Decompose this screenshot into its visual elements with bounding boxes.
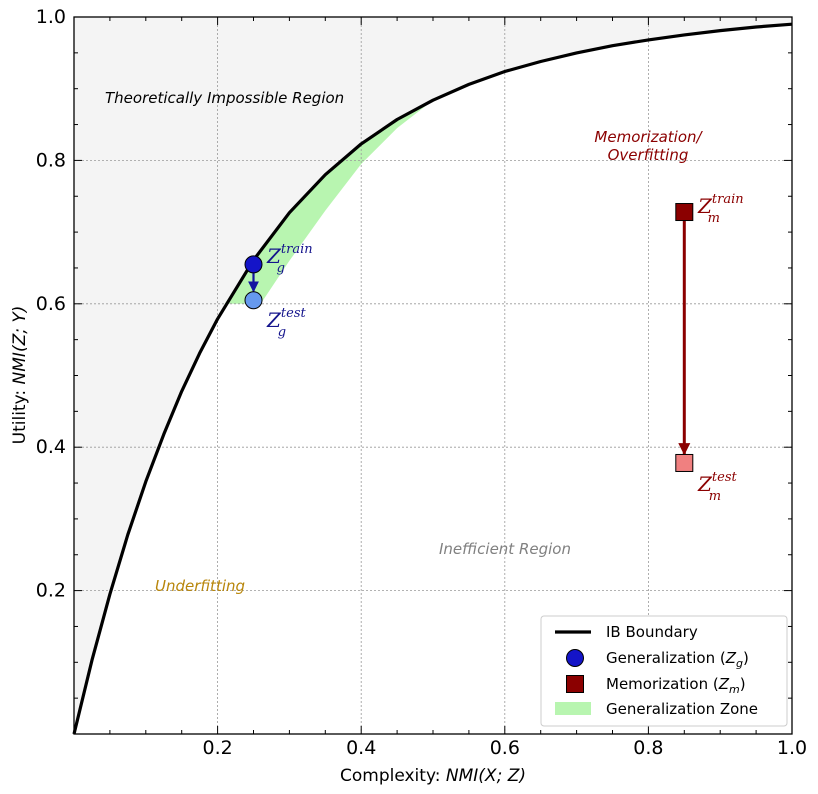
x-tick-label: 0.2 [202,737,232,759]
y-tick-label: 1.0 [36,6,66,28]
ib-boundary-line [72,22,793,735]
legend-gen-text: Generalization (Zg) [606,649,749,670]
legend-boundary-text: IB Boundary [606,623,698,641]
mem-train-point [675,203,694,222]
grid [74,17,792,734]
legend-mem-text: Memorization (Zm) [606,675,746,696]
y-tick-label: 0.6 [36,293,66,315]
mem-test-point [675,453,694,472]
x-tick-label: 1.0 [777,737,807,759]
y-tick-label: 0.2 [36,580,66,602]
inefficient-region-label: Inefficient Region [439,540,571,558]
impossible-region-label: Theoretically Impossible Region [105,89,344,107]
gen-test-point [244,291,263,310]
mem-train-label: Ztrain m [697,192,744,226]
axis-ticks [74,17,792,734]
memorization-label-line2: Overfitting [608,146,689,164]
y-tick-label: 0.4 [36,436,66,458]
gen-train-label: Ztrain g [266,242,313,276]
x-tick-label: 0.6 [490,737,520,759]
y-axis-label: Utility: NMI(Z; Y) [10,306,30,445]
y-tick-labels: 0.2 0.4 0.6 0.8 1.0 [36,6,66,602]
legend-zone-text: Generalization Zone [606,700,758,718]
x-tick-label: 0.4 [346,737,376,759]
legend-gen-swatch [566,649,584,667]
underfitting-label: Underfitting [155,577,245,595]
gen-test-label: Ztest g [266,306,306,340]
x-tick-label: 0.8 [633,737,663,759]
plot-frame [73,16,793,735]
mem-test-label: Ztest m [697,470,737,504]
legend-box [540,615,788,727]
memorization-label-line1: Memorization/ [594,128,703,146]
gen-train-point [244,255,263,274]
legend-mem-swatch [566,675,584,693]
y-tick-label: 0.8 [36,149,66,171]
legend-zone-swatch [555,702,591,715]
x-tick-labels: 0.2 0.4 0.6 0.8 1.0 [202,737,807,759]
impossible-region-fill [74,17,792,734]
x-axis-label: Complexity: NMI(X; Z) [340,766,526,786]
legend: IB Boundary Generalization (Zg) Memoriza… [540,615,788,727]
generalization-zone-fill [224,100,433,304]
